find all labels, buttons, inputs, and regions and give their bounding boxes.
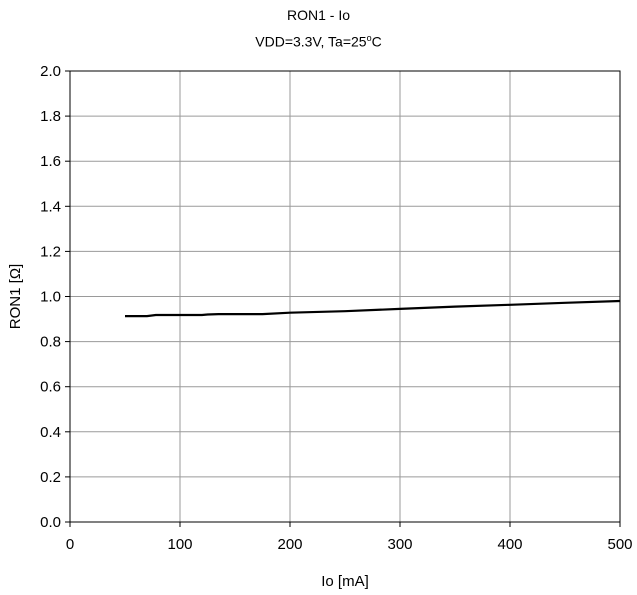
x-tick-label: 0 <box>66 536 74 553</box>
x-axis-label: Io [mA] <box>321 573 369 590</box>
x-tick-label: 300 <box>387 536 412 553</box>
chart-subtitle: VDD=3.3V, Ta=25oC <box>0 33 637 50</box>
y-tick-label: 0.6 <box>40 379 61 396</box>
x-tick-label: 500 <box>607 536 632 553</box>
x-tick-label: 400 <box>497 536 522 553</box>
grid-lines <box>70 71 620 522</box>
y-tick-label: 2.0 <box>40 63 61 80</box>
y-tick-labels: 0.0 0.2 0.4 0.6 0.8 1.0 1.2 1.4 1.6 1.8 2.0 <box>40 63 61 531</box>
subtitle-degree: o <box>366 33 372 43</box>
subtitle-prefix: VDD=3.3V, Ta=25 <box>255 33 367 50</box>
chart-title: RON1 - Io <box>286 7 350 23</box>
y-tick-label: 1.4 <box>40 198 61 215</box>
y-tick-label: 0.8 <box>40 334 61 351</box>
y-tick-label: 1.6 <box>40 153 61 170</box>
x-tick-label: 200 <box>277 536 302 553</box>
y-tick-label: 0.2 <box>40 469 61 486</box>
tick-marks <box>65 70 621 527</box>
y-tick-label: 1.8 <box>40 108 61 125</box>
x-tick-label: 100 <box>167 536 192 553</box>
x-tick-labels: 0 100 200 300 400 500 <box>66 536 633 553</box>
y-axis-label: RON1 [Ω] <box>7 264 24 329</box>
y-tick-label: 1.0 <box>40 289 61 306</box>
y-tick-label: 1.2 <box>40 243 61 260</box>
series-line <box>125 299 621 318</box>
subtitle-suffix: C <box>371 33 382 50</box>
y-tick-label: 0.4 <box>40 424 61 441</box>
y-tick-label: 0.0 <box>40 514 61 531</box>
